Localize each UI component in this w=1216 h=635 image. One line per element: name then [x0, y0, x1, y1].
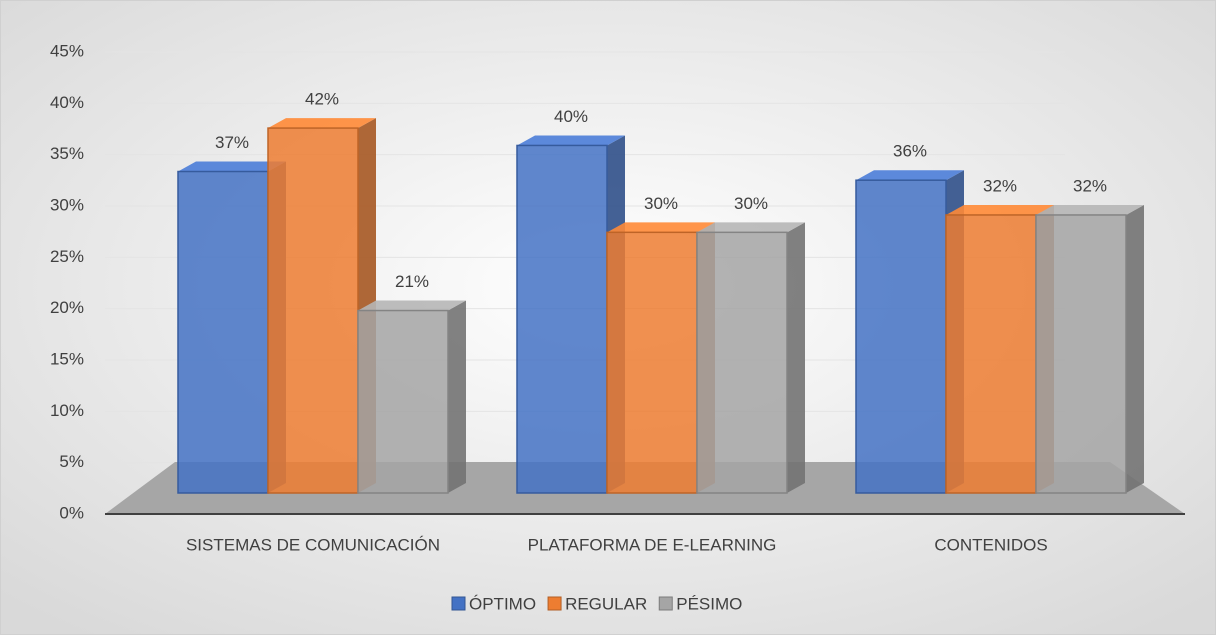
y-tick-label: 45%	[50, 41, 84, 60]
x-tick-label: SISTEMAS DE COMUNICACIÓN	[186, 535, 440, 554]
legend-label: PÉSIMO	[676, 594, 742, 613]
bar-top	[856, 170, 964, 181]
bar	[1035, 204, 1144, 494]
y-tick-label: 30%	[50, 195, 84, 214]
bar-front	[855, 179, 947, 494]
bar-top	[268, 118, 376, 129]
bar	[357, 300, 466, 494]
y-tick-label: 35%	[50, 144, 84, 163]
y-tick-label: 10%	[50, 401, 84, 420]
bar-top	[517, 135, 625, 146]
y-tick-label: 5%	[59, 452, 84, 471]
data-label: 40%	[554, 107, 588, 126]
bar-top	[946, 204, 1054, 215]
bar-front	[606, 231, 698, 494]
data-label: 30%	[644, 194, 678, 213]
legend-swatch	[547, 596, 562, 611]
y-tick-label: 20%	[50, 298, 84, 317]
legend-label: REGULAR	[565, 594, 647, 613]
data-label: 36%	[893, 142, 927, 161]
legend-swatch	[658, 596, 673, 611]
bar-front	[696, 231, 788, 494]
bar-top	[697, 222, 805, 233]
data-label: 42%	[305, 90, 339, 109]
data-label: 32%	[983, 176, 1017, 195]
legend-swatch	[451, 596, 466, 611]
x-tick-label: CONTENIDOS	[934, 535, 1047, 554]
bar-front	[516, 144, 608, 494]
bar-top	[607, 222, 715, 233]
legend-label: ÓPTIMO	[469, 594, 536, 613]
bar-front	[177, 170, 269, 494]
x-tick-label: PLATAFORMA DE E-LEARNING	[528, 535, 777, 554]
bar-side	[448, 300, 466, 493]
y-tick-label: 15%	[50, 349, 84, 368]
data-label: 30%	[734, 194, 768, 213]
y-tick-label: 0%	[59, 503, 84, 522]
bar	[855, 170, 964, 494]
y-tick-label: 40%	[50, 93, 84, 112]
bar-side	[787, 222, 805, 494]
bar-front	[945, 214, 1037, 494]
bar-front	[1035, 214, 1127, 494]
y-tick-label: 25%	[50, 247, 84, 266]
bar	[696, 222, 805, 494]
bar-top	[178, 161, 286, 172]
bar-top	[1036, 204, 1144, 215]
data-label: 32%	[1073, 176, 1107, 195]
bar-front	[267, 127, 359, 494]
data-label: 21%	[395, 272, 429, 291]
data-label: 37%	[215, 133, 249, 152]
bar-front	[357, 309, 449, 494]
bar-side	[1126, 204, 1144, 493]
bar-top	[358, 300, 466, 311]
